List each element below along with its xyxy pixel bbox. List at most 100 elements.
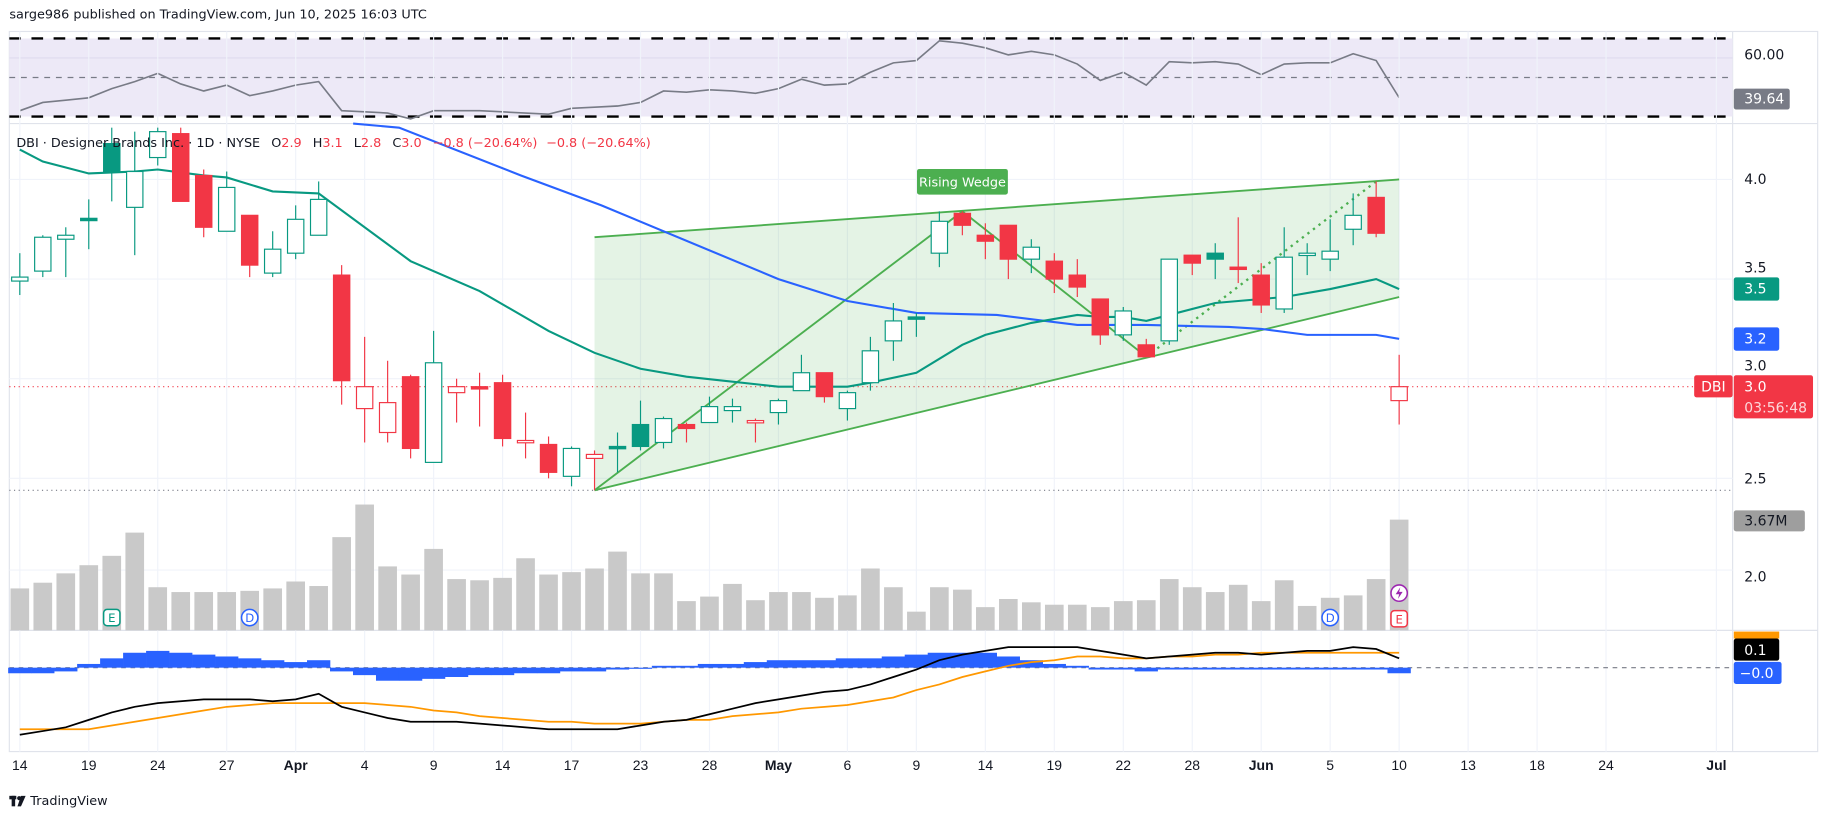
macd-histogram-bar bbox=[697, 663, 722, 668]
time-axis-label: 18 bbox=[1529, 757, 1545, 773]
macd-histogram-bar bbox=[444, 667, 469, 677]
legend-close: 3.0 bbox=[401, 136, 421, 151]
candle bbox=[1206, 243, 1224, 280]
candle-body bbox=[1206, 252, 1224, 260]
time-axis-label: 4 bbox=[361, 757, 369, 773]
candle bbox=[1022, 239, 1041, 274]
candle bbox=[11, 253, 29, 296]
macd-histogram-bar bbox=[146, 650, 170, 668]
candle bbox=[1321, 219, 1339, 272]
bar-countdown: 03:56:48 bbox=[1744, 400, 1807, 416]
candle-body bbox=[401, 376, 420, 450]
macd-histogram-bar bbox=[31, 667, 55, 674]
volume-bar bbox=[332, 537, 351, 631]
candle-body bbox=[1252, 274, 1270, 306]
macd-histogram-bar bbox=[1295, 667, 1319, 670]
candle bbox=[309, 181, 328, 236]
volume-bar bbox=[1274, 580, 1294, 631]
candle bbox=[746, 418, 765, 443]
candle bbox=[516, 412, 535, 459]
candle bbox=[1091, 298, 1110, 345]
candle bbox=[1367, 181, 1385, 238]
macd-value: 0.1 bbox=[1744, 643, 1766, 659]
time-axis-label: 19 bbox=[81, 757, 97, 773]
candle-body bbox=[815, 372, 834, 398]
macd-histogram-bar bbox=[835, 658, 860, 668]
time-axis-label: 9 bbox=[430, 757, 438, 773]
legend-high-label: H bbox=[313, 136, 323, 151]
macd-histogram-bar bbox=[352, 667, 377, 676]
macd-histogram-bar bbox=[8, 667, 32, 674]
macd-histogram-bar bbox=[743, 662, 768, 668]
symbol-legend[interactable]: DBI · Designer Brands Inc. · 1D · NYSE O… bbox=[16, 136, 650, 151]
volume-bar bbox=[585, 568, 604, 631]
macd-histogram-bar bbox=[1272, 667, 1296, 670]
volume-bar bbox=[999, 598, 1018, 631]
candle-body bbox=[149, 131, 167, 159]
candle-body bbox=[34, 236, 52, 272]
time-axis-label: Apr bbox=[284, 757, 309, 773]
price-axis[interactable]: 60.00 39.64 4.0 3.5 3.0 2.5 3.5 3.2 DBI … bbox=[1694, 47, 1814, 684]
earnings-upcoming-marker[interactable]: E bbox=[1390, 609, 1409, 628]
dividend-marker[interactable]: D bbox=[240, 608, 259, 627]
candle bbox=[792, 354, 811, 392]
candle bbox=[424, 330, 443, 463]
macd-histogram-bar bbox=[720, 663, 745, 668]
volume-bar bbox=[976, 607, 995, 631]
candle-body bbox=[1321, 250, 1339, 260]
time-axis-label: 6 bbox=[844, 757, 852, 773]
dividend-marker[interactable]: D bbox=[1321, 608, 1340, 627]
time-axis-label: 17 bbox=[564, 757, 580, 773]
candle bbox=[562, 446, 581, 487]
macd-histogram-bar bbox=[238, 658, 262, 668]
candle-body bbox=[1091, 298, 1110, 336]
price-tick: 3.5 bbox=[1744, 261, 1766, 277]
macd-histogram-bar bbox=[215, 656, 239, 668]
candle-body bbox=[57, 234, 75, 240]
tradingview-logo[interactable]: TradingView bbox=[9, 794, 108, 809]
candle bbox=[1160, 258, 1178, 345]
rsi-value: 39.64 bbox=[1744, 92, 1784, 108]
candle-body bbox=[999, 224, 1018, 260]
volume-bar bbox=[884, 587, 903, 631]
macd-histogram-bar bbox=[1065, 665, 1089, 668]
time-axis[interactable]: 14 19 24 27 Apr 4 9 14 17 23 28 May 6 9 14 19 22 28 Jun 5 10… bbox=[12, 757, 1726, 773]
volume-bar bbox=[171, 592, 191, 631]
candle bbox=[1114, 306, 1133, 341]
time-axis-label: 27 bbox=[219, 757, 235, 773]
time-axis-label: 14 bbox=[495, 757, 511, 773]
dividend-icon-label: D bbox=[245, 611, 254, 625]
rising-wedge-label[interactable]: Rising Wedge bbox=[916, 168, 1008, 195]
macd-histogram-bar bbox=[490, 667, 515, 676]
volume-bar bbox=[1366, 579, 1386, 631]
volume-bar bbox=[125, 532, 145, 631]
candle bbox=[332, 265, 351, 405]
volume-bar bbox=[1044, 604, 1064, 631]
earnings-marker[interactable]: E bbox=[102, 608, 121, 627]
candle-body bbox=[1114, 310, 1133, 336]
split-flash-marker[interactable] bbox=[1390, 584, 1409, 603]
time-axis-label: 10 bbox=[1391, 757, 1407, 773]
time-axis-label: Jun bbox=[1249, 757, 1274, 773]
candle bbox=[838, 390, 857, 421]
price-tick: 2.5 bbox=[1744, 472, 1766, 488]
volume-bar bbox=[1251, 601, 1271, 631]
price-tick: 4.0 bbox=[1744, 172, 1766, 188]
macd-histogram-bar bbox=[766, 660, 791, 668]
macd-histogram-bar bbox=[169, 652, 193, 668]
volume-bar bbox=[654, 573, 673, 631]
candle bbox=[631, 400, 650, 451]
ma-slow-badge bbox=[1733, 327, 1780, 351]
volume-bar bbox=[401, 574, 420, 631]
time-axis-label: 22 bbox=[1116, 757, 1132, 773]
candle bbox=[34, 235, 52, 278]
macd-histogram-bar bbox=[261, 660, 285, 668]
candle bbox=[80, 199, 98, 250]
ma-slow-value: 3.2 bbox=[1744, 332, 1766, 348]
legend-title: DBI · Designer Brands Inc. · 1D · NYSE bbox=[16, 136, 260, 151]
macd-histogram-bar bbox=[1226, 667, 1250, 670]
macd-badge bbox=[1733, 638, 1780, 661]
